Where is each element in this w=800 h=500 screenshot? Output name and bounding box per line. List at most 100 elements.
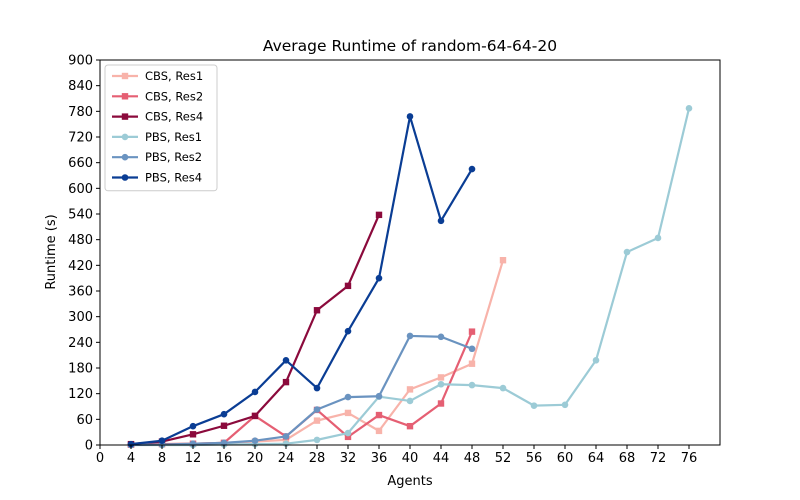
data-point <box>468 328 476 335</box>
data-point <box>592 357 600 364</box>
x-tick-label: 64 <box>588 451 605 466</box>
data-point <box>623 248 631 256</box>
legend-marker <box>121 174 129 181</box>
y-tick-label: 240 <box>68 336 93 351</box>
legend-marker <box>121 72 129 80</box>
series-5 <box>127 113 476 448</box>
data-point <box>468 345 476 353</box>
x-tick-label: 76 <box>681 451 698 466</box>
x-tick-label: 12 <box>185 451 202 466</box>
data-point <box>406 397 414 405</box>
legend-label: CBS, Res1 <box>145 69 203 83</box>
x-axis-label: Agents <box>387 474 432 489</box>
legend-entry: PBS, Res4 <box>112 171 202 185</box>
data-point <box>344 393 352 401</box>
y-tick-label: 900 <box>68 54 93 69</box>
legend-marker <box>121 93 129 100</box>
data-point <box>127 440 135 448</box>
series-4 <box>127 332 476 449</box>
data-point <box>375 211 383 219</box>
data-point <box>685 105 693 112</box>
legend-marker <box>121 113 129 120</box>
data-point <box>561 401 569 409</box>
data-point <box>251 388 259 396</box>
data-point <box>313 307 321 314</box>
data-point <box>282 433 290 440</box>
x-tick-label: 48 <box>464 451 481 466</box>
data-point <box>251 412 259 420</box>
legend: CBS, Res1 CBS, Res2 CBS, Res4 PBS, Res1 PBS,… <box>104 64 218 192</box>
data-point <box>313 406 321 413</box>
x-tick-label: 44 <box>433 451 450 466</box>
x-tick-label: 52 <box>495 451 512 466</box>
x-tick-label: 20 <box>247 451 264 466</box>
data-point <box>406 332 414 340</box>
legend-label: PBS, Res1 <box>145 130 202 144</box>
y-tick-label: 60 <box>76 413 93 428</box>
data-point <box>437 380 445 388</box>
data-point <box>375 392 383 400</box>
x-tick-label: 28 <box>309 451 326 466</box>
legend-marker <box>121 153 129 161</box>
data-point <box>375 411 383 419</box>
chart-title: Average Runtime of random-64-64-20 <box>263 37 557 55</box>
x-tick-label: 4 <box>127 451 135 466</box>
y-tick-label: 120 <box>68 387 93 402</box>
y-tick-label: 720 <box>68 131 93 146</box>
x-tick-label: 72 <box>650 451 667 466</box>
legend-entry: CBS, Res2 <box>112 89 203 103</box>
series-line <box>130 334 473 447</box>
data-point <box>158 437 166 445</box>
data-point <box>375 274 383 282</box>
x-tick-label: 60 <box>557 451 574 466</box>
legend-marker <box>121 133 129 141</box>
data-point <box>251 437 259 445</box>
y-tick-label: 360 <box>68 285 93 300</box>
legend-label: PBS, Res2 <box>145 150 202 164</box>
data-point <box>344 429 352 437</box>
data-point <box>530 402 538 409</box>
y-tick-label: 540 <box>68 208 93 223</box>
data-point <box>499 384 507 392</box>
data-point <box>189 422 197 430</box>
data-point <box>468 165 476 173</box>
x-tick-label: 56 <box>526 451 543 466</box>
data-point <box>499 257 507 264</box>
legend-entry: PBS, Res1 <box>112 130 202 144</box>
data-point <box>189 431 197 438</box>
y-tick-label: 480 <box>68 233 93 248</box>
y-tick-label: 780 <box>68 105 93 120</box>
y-axis: 0 60 120 180 240 300 360 420 480 540 600 660 720 780 8… <box>68 54 100 454</box>
data-point <box>406 113 414 120</box>
data-point <box>375 427 383 435</box>
data-point <box>220 422 228 429</box>
x-tick-label: 0 <box>96 451 104 466</box>
y-tick-label: 660 <box>68 156 93 171</box>
data-point <box>437 374 445 381</box>
data-point <box>437 217 445 225</box>
data-point <box>313 384 321 392</box>
data-point <box>468 381 476 389</box>
series-line <box>130 115 473 446</box>
y-tick-label: 300 <box>68 310 93 325</box>
x-tick-label: 68 <box>619 451 636 466</box>
data-point <box>437 333 445 341</box>
legend-entry: CBS, Res1 <box>112 69 203 83</box>
legend-entry: PBS, Res2 <box>112 150 202 164</box>
data-point <box>344 282 352 290</box>
y-tick-label: 840 <box>68 79 93 94</box>
x-tick-label: 16 <box>216 451 233 466</box>
data-point <box>344 409 352 417</box>
x-tick-label: 40 <box>402 451 419 466</box>
data-point <box>437 400 445 407</box>
data-point <box>282 378 290 386</box>
data-point <box>406 386 414 393</box>
y-tick-label: 420 <box>68 259 93 274</box>
data-point <box>468 360 476 367</box>
data-point <box>344 327 352 335</box>
x-tick-label: 24 <box>278 451 295 466</box>
x-tick-label: 36 <box>371 451 388 466</box>
x-tick-label: 8 <box>158 451 166 466</box>
legend-entry: CBS, Res4 <box>112 110 203 124</box>
